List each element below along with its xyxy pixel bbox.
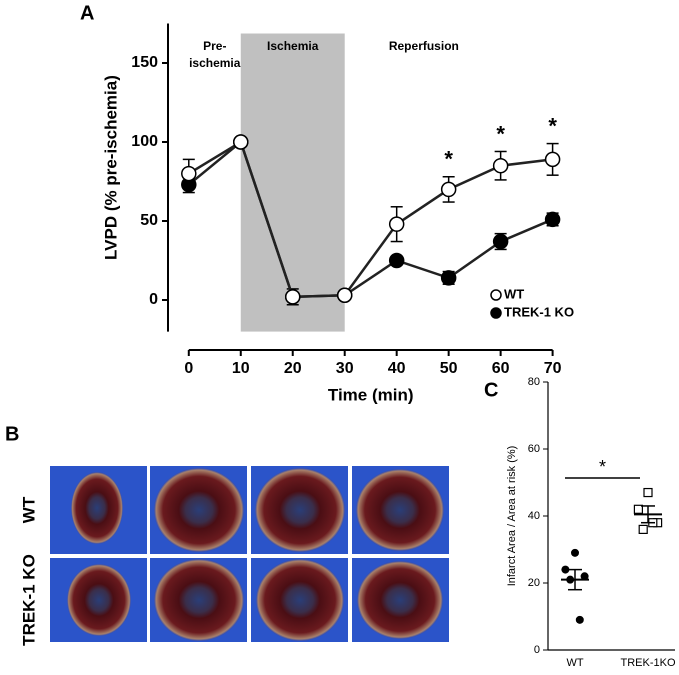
x-tick-label: 50: [440, 360, 458, 377]
y-tick-label: 100: [131, 133, 158, 150]
y-tick-label: 50: [140, 212, 158, 229]
x-tick-label: 30: [336, 360, 354, 377]
marker: [440, 270, 457, 286]
point: [571, 548, 579, 557]
line: [187, 139, 554, 299]
panel-label: B: [5, 423, 19, 445]
x-tick-label: WT: [566, 657, 583, 669]
y-tick-label: 0: [149, 291, 158, 308]
y-tick-label: 150: [131, 54, 158, 71]
y-tick-label: 0: [534, 644, 540, 656]
marker: [388, 252, 405, 269]
marker: [336, 287, 353, 304]
point: [643, 487, 653, 498]
x-tick-label: 40: [388, 360, 406, 377]
point: [580, 572, 589, 581]
row-label: WT: [19, 496, 38, 523]
marker: [492, 233, 509, 250]
y-tick-label: 60: [528, 443, 540, 455]
point: [638, 524, 648, 535]
x-tick-label: 0: [184, 360, 193, 377]
image-row: [50, 466, 449, 554]
phase-label: Reperfusion: [389, 39, 459, 53]
panel-label: A: [80, 2, 94, 24]
x-tick-label: 10: [232, 360, 250, 377]
significance: *: [496, 121, 505, 146]
legend-label: TREK-1 KO: [504, 304, 574, 319]
x-tick-label: 20: [284, 360, 302, 377]
row-label: TREK-1 KO: [19, 554, 38, 646]
phase-label: ischemia: [189, 56, 241, 70]
significance: *: [548, 113, 557, 138]
marker: [544, 151, 561, 168]
point: [633, 504, 644, 514]
marker: [181, 165, 197, 182]
heart-images: B WT TREK-1 KO: [5, 423, 450, 646]
y-tick-label: 40: [528, 510, 540, 522]
legend-label: WT: [504, 286, 524, 301]
point: [561, 565, 570, 574]
marker: [388, 216, 405, 232]
y-tick-label: 20: [528, 577, 540, 589]
panel-label: C: [484, 379, 498, 401]
phase-shade: [240, 33, 345, 332]
marker: [492, 157, 509, 174]
marker: [284, 289, 301, 305]
y-tick-label: 80: [528, 376, 540, 388]
legend-marker: [490, 289, 502, 301]
significance: *: [599, 457, 606, 477]
point: [575, 615, 584, 624]
marker: [544, 211, 561, 228]
x-tick-label: 60: [492, 360, 510, 377]
marker: [233, 134, 249, 150]
legend-marker: [490, 307, 502, 319]
significance: *: [444, 147, 453, 172]
x-axis-title: Time (min): [328, 385, 414, 404]
phase-label: Ischemia: [267, 39, 319, 53]
x-tick-label: 70: [544, 360, 562, 377]
y-axis-title: Infarct Area / Area at risk (%): [506, 446, 518, 587]
x-tick-label: TREK-1KO: [620, 657, 675, 669]
image-row: [50, 558, 449, 642]
marker: [440, 181, 457, 198]
phase-label: Pre-: [203, 39, 226, 53]
y-axis-title: LVPD (% pre-ischemia): [101, 75, 120, 260]
